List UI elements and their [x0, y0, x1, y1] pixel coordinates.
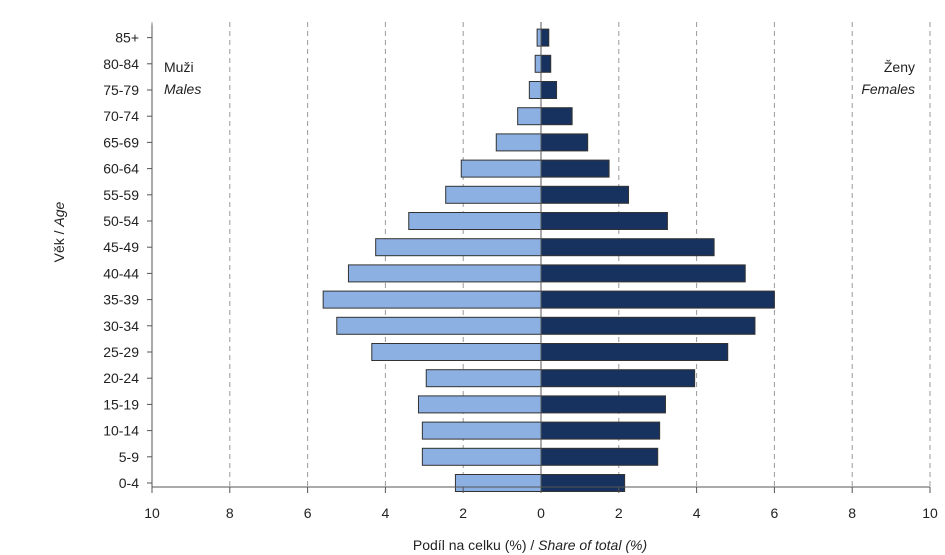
x-tick-label: 10: [922, 505, 938, 521]
bar-females: [540, 28, 550, 47]
bar-males: [375, 238, 542, 257]
x-tick-label: 2: [615, 505, 623, 521]
bar-females: [540, 343, 729, 361]
series-label-females: Ženy: [884, 59, 915, 75]
x-tick-label: 6: [771, 505, 779, 521]
bar-females: [540, 185, 630, 204]
bar-females: [540, 54, 552, 73]
y-category-label: 60-64: [103, 161, 139, 177]
bar-females: [540, 447, 659, 466]
bar-males: [322, 290, 542, 309]
y-category-label: 70-74: [103, 108, 139, 124]
bar-males: [336, 316, 542, 335]
bar-males: [534, 54, 542, 73]
bars: [322, 28, 775, 492]
bar-males: [347, 264, 542, 283]
x-tick-label: 10: [144, 505, 160, 521]
y-axis-label-en: Age: [51, 201, 67, 227]
y-category-labels: 85+ 80-84 75-79 70-74 65-69 60-64 55-59 50-54 45…: [103, 30, 139, 491]
bar-males: [536, 28, 542, 47]
y-category-label: 50-54: [103, 213, 139, 229]
bar-males: [454, 474, 542, 492]
bar-females: [540, 395, 666, 414]
bar-females: [540, 212, 668, 230]
bar-males: [408, 212, 542, 230]
series-label-females-en: Females: [861, 81, 915, 97]
x-tick-label: 0: [537, 505, 545, 521]
y-category-label: 45-49: [103, 239, 139, 255]
y-category-label: 40-44: [103, 265, 139, 281]
x-axis-label-cz: Podíl na celku (%) /: [413, 537, 538, 553]
bar-males: [371, 343, 542, 361]
bar-females: [540, 369, 696, 388]
x-tick-label: 8: [848, 505, 856, 521]
y-category-label: 20-24: [103, 370, 139, 386]
bar-females: [540, 159, 610, 178]
x-tick-label: 4: [693, 505, 701, 521]
bar-females: [540, 290, 775, 309]
bar-males: [421, 421, 542, 440]
y-category-label: 80-84: [103, 56, 139, 72]
x-tick-label: 2: [459, 505, 467, 521]
bar-females: [540, 238, 715, 257]
x-tick-label: 6: [304, 505, 312, 521]
bar-males: [421, 447, 542, 466]
series-label-males: Muži: [164, 59, 194, 75]
y-category-label: 30-34: [103, 318, 139, 334]
bar-females: [540, 474, 626, 492]
bar-females: [540, 421, 661, 440]
y-axis-label-cz: Věk /: [51, 227, 67, 263]
bar-females: [540, 107, 573, 126]
x-tick-labels: 10 8 6 4 2 0 2 4 6 8 10: [144, 505, 938, 521]
bar-males: [517, 107, 542, 126]
y-category-label: 25-29: [103, 344, 139, 360]
bar-males: [445, 185, 542, 204]
x-axis-label-en: Share of total (%): [538, 537, 647, 553]
bar-females: [540, 264, 746, 283]
bar-females: [540, 133, 589, 152]
bar-males: [460, 159, 542, 178]
y-category-label: 10-14: [103, 423, 139, 439]
bar-males: [417, 395, 542, 414]
x-axis-label: Podíl na celku (%) / Share of total (%): [413, 537, 647, 553]
x-tick-label: 8: [226, 505, 234, 521]
y-category-label: 65-69: [103, 134, 139, 150]
y-category-label: 35-39: [103, 292, 139, 308]
y-category-label: 75-79: [103, 82, 139, 98]
series-label-males-en: Males: [164, 81, 201, 97]
bar-males: [528, 81, 542, 99]
axes: [147, 22, 931, 493]
y-category-label: 85+: [115, 30, 139, 46]
x-tick-label: 4: [382, 505, 390, 521]
y-category-label: 55-59: [103, 187, 139, 203]
y-category-label: 0-4: [119, 475, 139, 491]
bar-females: [540, 316, 756, 335]
y-category-label: 15-19: [103, 396, 139, 412]
bar-males: [495, 133, 542, 152]
bar-males: [425, 369, 542, 388]
y-category-label: 5-9: [119, 449, 139, 465]
y-axis-label: Věk / Age: [51, 201, 67, 262]
bar-females: [540, 81, 558, 99]
